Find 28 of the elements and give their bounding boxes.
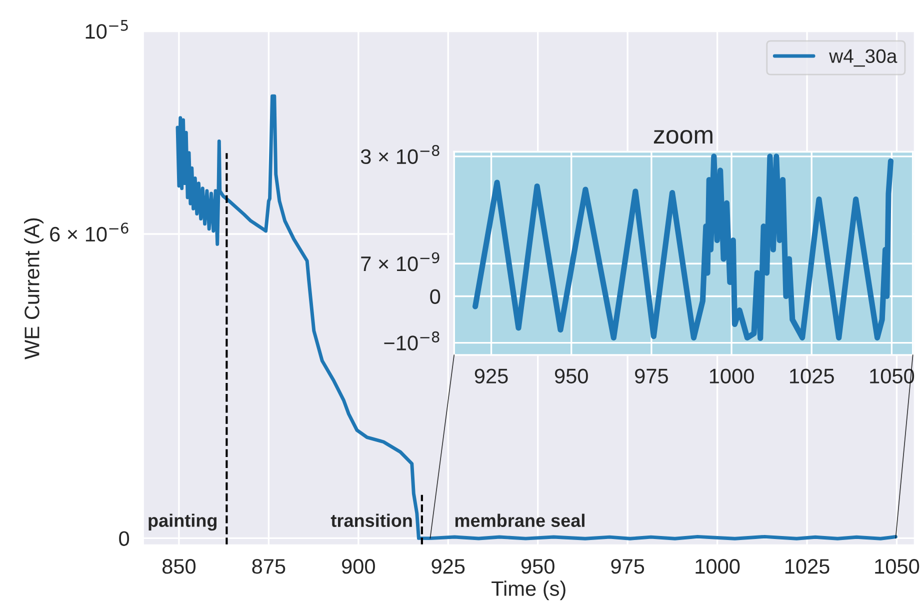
annotation: membrane seal bbox=[455, 514, 584, 528]
y-axis-title: WE Current (A) bbox=[24, 218, 44, 360]
x-tick-label: 950 bbox=[554, 368, 588, 384]
x-tick-label: 1000 bbox=[710, 368, 754, 384]
x-tick-label: 925 bbox=[432, 559, 465, 574]
x-tick-label: 875 bbox=[252, 559, 286, 574]
y-tick-label: 0 bbox=[119, 531, 130, 546]
x-tick-label: 925 bbox=[474, 368, 508, 384]
x-tick-label: 1050 bbox=[875, 559, 920, 574]
chart-title: zoom bbox=[654, 130, 712, 144]
x-tick-label: 975 bbox=[635, 368, 668, 384]
x-tick-label: 850 bbox=[162, 559, 196, 574]
y-tick-label: 6 × 10$^{−6}$ bbox=[50, 222, 128, 242]
y-tick-label: −10$^{−8}$ bbox=[384, 331, 440, 350]
x-tick-label: 900 bbox=[342, 559, 375, 574]
x-tick-label: 1025 bbox=[790, 368, 834, 384]
x-tick-label: 1025 bbox=[785, 559, 830, 574]
x-tick-label: 1000 bbox=[696, 559, 740, 574]
x-axis-title: Time (s) bbox=[492, 580, 566, 600]
y-tick-label: 3 × 10$^{−8}$ bbox=[360, 145, 440, 164]
x-tick-label: 950 bbox=[521, 559, 554, 574]
y-tick-label: 7 × 10$^{−9}$ bbox=[361, 252, 440, 272]
y-tick-label: 10$^{−5}$ bbox=[86, 20, 128, 39]
x-tick-label: 975 bbox=[611, 559, 644, 574]
y-tick-label: 0 bbox=[430, 289, 440, 304]
legend-label: w4_30a bbox=[829, 49, 898, 67]
annotation: painting bbox=[148, 514, 217, 531]
annotation: transition bbox=[330, 514, 412, 528]
